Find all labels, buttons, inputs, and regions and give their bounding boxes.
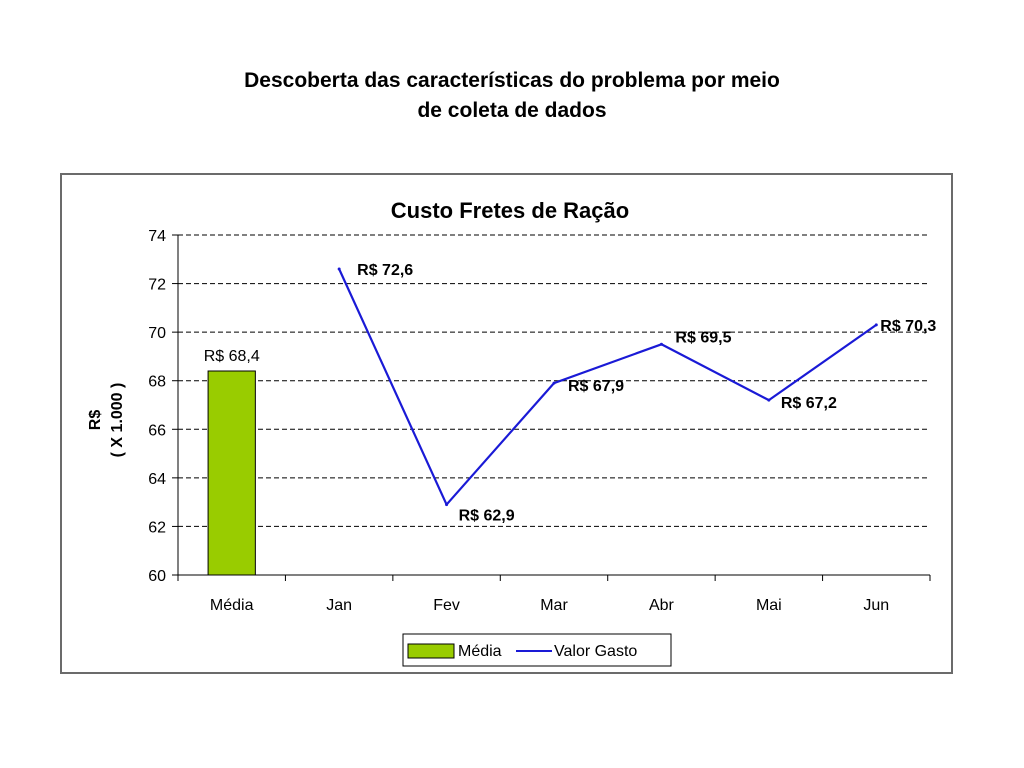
line-data-label: R$ 67,9 (568, 378, 624, 395)
data-labels: R$ 68,4 R$ 72,6 R$ 62,9 R$ 67,9 R$ 69,5 R$ 67… (204, 262, 937, 525)
y-tick-label: 74 (148, 228, 166, 245)
bar (207, 370, 256, 576)
y-tick-label: 64 (148, 471, 166, 488)
bar-data-label: R$ 68,4 (204, 348, 260, 365)
slide-title-line1: Descoberta das características do proble… (244, 69, 780, 92)
x-tick-label: Mar (540, 597, 568, 614)
y-tick-label: 66 (148, 422, 166, 439)
x-tick-label: Fev (433, 597, 460, 614)
line-series (337, 267, 878, 507)
line-data-label: R$ 62,9 (459, 508, 515, 525)
x-tick-label: Jun (863, 597, 889, 614)
line-point (659, 342, 663, 346)
x-tick-label: Abr (649, 597, 675, 614)
line-data-label: R$ 72,6 (357, 262, 413, 279)
chart-frame: Custo Fretes de Ração 60 62 64 66 68 70 72 74 Mé… (60, 173, 953, 674)
slide-title: Descoberta das características do proble… (0, 66, 1024, 126)
y-tick-label: 70 (148, 325, 166, 342)
legend-swatch-bar (407, 643, 455, 659)
bar-series (207, 370, 256, 576)
x-tick-label: Mai (756, 597, 782, 614)
legend: Média Valor Gasto (402, 633, 672, 667)
x-tick-label: Média (210, 597, 254, 614)
slide-title-line2: de coleta de dados (417, 99, 607, 122)
line-point (874, 323, 878, 327)
y-tick-label: 62 (148, 519, 166, 536)
y-tick-label: 60 (148, 568, 166, 585)
y-axis-title-line1: R$ (87, 410, 104, 431)
legend-label-line: Valor Gasto (554, 643, 637, 660)
y-tick-label: 72 (148, 277, 166, 294)
line-point (767, 398, 771, 402)
line-point (337, 267, 341, 271)
grid-lines (178, 234, 930, 527)
line-data-label: R$ 70,3 (880, 318, 936, 335)
series-line (338, 268, 877, 506)
x-tick-label: Jan (326, 597, 352, 614)
line-point (552, 381, 556, 385)
chart-title: Custo Fretes de Ração (391, 198, 629, 223)
line-data-label: R$ 69,5 (675, 329, 731, 346)
y-axis-title: R$ ( X 1.000 ) (87, 383, 126, 458)
line-data-label: R$ 67,2 (781, 395, 837, 412)
chart: Custo Fretes de Ração 60 62 64 66 68 70 72 74 Mé… (87, 198, 937, 667)
y-tick-label: 68 (148, 374, 166, 391)
axes: 60 62 64 66 68 70 72 74 Média Jan Fev Mar Abr Mai Jun (148, 228, 931, 614)
y-axis-title-line2: ( X 1.000 ) (109, 383, 126, 458)
line-point (445, 503, 449, 507)
legend-label-bar: Média (458, 643, 502, 660)
